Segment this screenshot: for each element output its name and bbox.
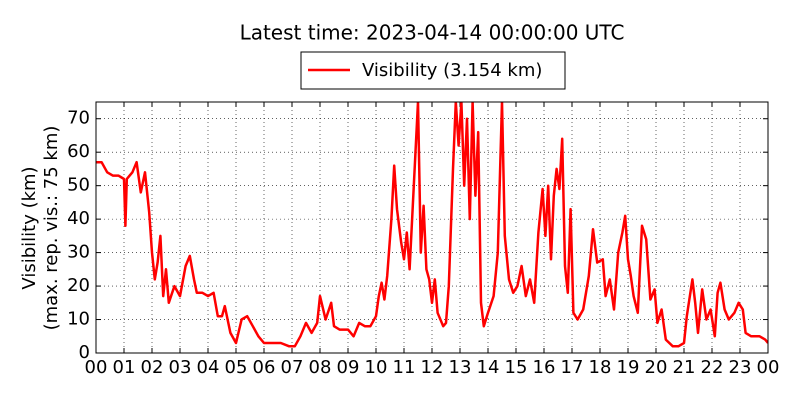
x-tick-label: 17 bbox=[561, 357, 584, 378]
x-tick-label: 05 bbox=[225, 357, 248, 378]
y-tick-label: 40 bbox=[67, 208, 90, 229]
y-tick-label: 70 bbox=[67, 108, 90, 129]
x-tick-label: 20 bbox=[645, 357, 668, 378]
x-tick-label: 04 bbox=[197, 357, 220, 378]
x-tick-label: 01 bbox=[113, 357, 136, 378]
chart-title: Latest time: 2023-04-14 00:00:00 UTC bbox=[240, 21, 625, 45]
y-axis-label: Visibility (km) bbox=[19, 166, 40, 289]
x-tick-label: 11 bbox=[393, 357, 416, 378]
x-tick-label: 00 bbox=[757, 357, 780, 378]
x-tick-label: 09 bbox=[337, 357, 360, 378]
x-tick-label: 23 bbox=[729, 357, 752, 378]
plot-frame bbox=[95, 101, 769, 354]
x-tick-label: 14 bbox=[477, 357, 500, 378]
x-tick-label: 19 bbox=[617, 357, 640, 378]
x-tick-label: 03 bbox=[169, 357, 192, 378]
y-tick-label: 10 bbox=[67, 309, 90, 330]
x-tick-label: 02 bbox=[141, 357, 164, 378]
x-tick-label: 16 bbox=[533, 357, 556, 378]
x-tick-label: 07 bbox=[281, 357, 304, 378]
x-tick-label: 08 bbox=[309, 357, 332, 378]
data-line bbox=[96, 102, 768, 348]
y-tick-label: 30 bbox=[67, 242, 90, 263]
x-tick-label: 06 bbox=[253, 357, 276, 378]
x-tick-label: 13 bbox=[449, 357, 472, 378]
y-tick-label: 50 bbox=[67, 175, 90, 196]
x-tick-label: 15 bbox=[505, 357, 528, 378]
x-tick-label: 12 bbox=[421, 357, 444, 378]
y-tick-label: 20 bbox=[67, 275, 90, 296]
y-axis-label: (max. rep. vis.: 75 km) bbox=[41, 126, 62, 331]
x-tick-label: 10 bbox=[365, 357, 388, 378]
x-tick-label: 18 bbox=[589, 357, 612, 378]
x-tick-label: 21 bbox=[673, 357, 696, 378]
y-tick-label: 0 bbox=[79, 342, 90, 363]
x-tick-label: 00 bbox=[85, 357, 108, 378]
x-tick-label: 22 bbox=[701, 357, 724, 378]
y-tick-label: 60 bbox=[67, 141, 90, 162]
legend-label: Visibility (3.154 km) bbox=[362, 60, 542, 81]
